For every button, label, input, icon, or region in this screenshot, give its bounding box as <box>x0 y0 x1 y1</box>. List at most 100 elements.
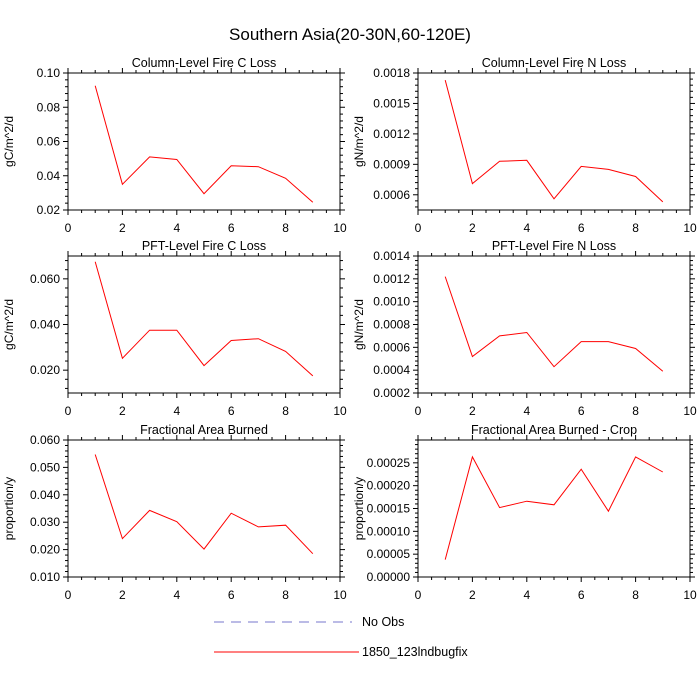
y-tick-label: 0.0012 <box>373 272 410 286</box>
panel-title: Column-Level Fire N Loss <box>482 56 627 70</box>
x-tick-label: 10 <box>333 588 347 602</box>
panel-pft-fire-n-loss: PFT-Level Fire N Loss gN/m^2/d 0 2 4 6 8 10 0.00… <box>352 239 697 418</box>
x-tick-label: 6 <box>578 221 585 235</box>
y-tick-label: 0.00010 <box>367 524 411 538</box>
y-tick-label: 0.0009 <box>373 157 410 171</box>
y-tick-label: 0.00025 <box>367 456 411 470</box>
x-tick-label: 2 <box>119 404 126 418</box>
y-tick-label: 0.0006 <box>373 340 410 354</box>
figure-title: Southern Asia(20-30N,60-120E) <box>229 25 471 44</box>
plot-frame <box>417 255 691 394</box>
panel-fractional-area-burned: Fractional Area Burned proportion/y 0 2 4 6 8 1… <box>2 423 347 602</box>
x-tick-label: 6 <box>228 404 235 418</box>
x-tick-label: 8 <box>632 404 639 418</box>
x-tick-label: 4 <box>523 588 530 602</box>
x-tick-label: 0 <box>415 404 422 418</box>
series-line <box>94 85 314 203</box>
y-axis-label: proportion/y <box>2 477 16 540</box>
plot-frame <box>67 439 341 578</box>
legend: No Obs 1850_123lndbugfix <box>214 615 468 659</box>
x-tick-label: 0 <box>415 588 422 602</box>
y-tick-label: 0.0015 <box>373 96 410 110</box>
x-tick-label: 0 <box>65 404 72 418</box>
series-line <box>94 261 314 377</box>
x-tick-label: 8 <box>632 588 639 602</box>
x-tick-label: 0 <box>65 221 72 235</box>
y-tick-label: 0.020 <box>30 543 60 557</box>
x-tick-label: 8 <box>282 404 289 418</box>
y-tick-label: 0.0008 <box>373 318 410 332</box>
y-tick-label: 0.0004 <box>373 363 410 377</box>
legend-no-obs-label: No Obs <box>362 615 404 629</box>
y-tick-label: 0.06 <box>37 135 61 149</box>
series-line <box>444 276 664 372</box>
y-axis-label: gC/m^2/d <box>2 299 16 350</box>
y-tick-label: 0.10 <box>37 66 61 80</box>
x-tick-label: 10 <box>683 588 697 602</box>
y-tick-label: 0.0012 <box>373 127 410 141</box>
x-tick-label: 10 <box>333 221 347 235</box>
y-tick-label: 0.0010 <box>373 295 410 309</box>
x-tick-label: 6 <box>228 221 235 235</box>
panel-column-fire-c-loss: Column-Level Fire C Loss gC/m^2/d 0 2 4 6 8 10 0… <box>2 56 347 235</box>
y-tick-label: 0.030 <box>30 515 60 529</box>
series-line <box>444 79 664 203</box>
x-tick-label: 4 <box>523 404 530 418</box>
x-tick-label: 8 <box>282 588 289 602</box>
series-line <box>444 455 664 560</box>
y-tick-label: 0.050 <box>30 460 60 474</box>
y-tick-label: 0.020 <box>30 363 60 377</box>
y-tick-label: 0.00020 <box>367 479 411 493</box>
x-tick-label: 2 <box>469 221 476 235</box>
x-tick-label: 0 <box>65 588 72 602</box>
x-tick-label: 2 <box>119 221 126 235</box>
panel-title: Column-Level Fire C Loss <box>132 56 277 70</box>
x-tick-label: 6 <box>228 588 235 602</box>
y-tick-label: 0.060 <box>30 272 60 286</box>
y-tick-label: 0.040 <box>30 318 60 332</box>
x-tick-label: 8 <box>282 221 289 235</box>
plot-frame <box>67 255 341 394</box>
y-axis-label: proportion/y <box>352 477 366 540</box>
y-tick-label: 0.08 <box>37 100 61 114</box>
x-tick-label: 10 <box>683 404 697 418</box>
panel-title: PFT-Level Fire C Loss <box>142 239 266 253</box>
panel-fractional-area-burned-crop: Fractional Area Burned - Crop proportion/… <box>352 423 697 602</box>
x-tick-label: 2 <box>469 404 476 418</box>
y-axis-label: gC/m^2/d <box>2 116 16 167</box>
y-tick-label: 0.02 <box>37 203 61 217</box>
y-tick-label: 0.00005 <box>367 547 411 561</box>
panel-pft-fire-c-loss: PFT-Level Fire C Loss gC/m^2/d 0 2 4 6 8 10 0.02… <box>2 239 347 418</box>
x-tick-label: 4 <box>173 221 180 235</box>
y-axis-label: gN/m^2/d <box>352 299 366 350</box>
panel-title: Fractional Area Burned - Crop <box>471 423 637 437</box>
plot-frame <box>67 72 341 211</box>
y-tick-label: 0.04 <box>37 169 61 183</box>
y-tick-label: 0.060 <box>30 433 60 447</box>
x-tick-label: 4 <box>173 404 180 418</box>
y-tick-label: 0.00000 <box>367 570 411 584</box>
y-tick-label: 0.0006 <box>373 188 410 202</box>
y-tick-label: 0.0014 <box>373 249 410 263</box>
y-tick-label: 0.00015 <box>367 502 411 516</box>
y-tick-label: 0.040 <box>30 488 60 502</box>
y-tick-label: 0.0018 <box>373 66 410 80</box>
x-tick-label: 10 <box>333 404 347 418</box>
y-tick-label: 0.010 <box>30 570 60 584</box>
series-line <box>94 454 314 555</box>
x-tick-label: 4 <box>523 221 530 235</box>
panel-title: PFT-Level Fire N Loss <box>492 239 616 253</box>
x-tick-label: 10 <box>683 221 697 235</box>
x-tick-label: 2 <box>469 588 476 602</box>
panel-title: Fractional Area Burned <box>140 423 268 437</box>
x-tick-label: 0 <box>415 221 422 235</box>
legend-case-label: 1850_123lndbugfix <box>362 645 468 659</box>
x-tick-label: 6 <box>578 404 585 418</box>
x-tick-label: 6 <box>578 588 585 602</box>
x-tick-label: 2 <box>119 588 126 602</box>
x-tick-label: 8 <box>632 221 639 235</box>
y-axis-label: gN/m^2/d <box>352 116 366 167</box>
panel-column-fire-n-loss: Column-Level Fire N Loss gN/m^2/d 0 2 4 6 8 10 0… <box>352 56 697 235</box>
x-tick-label: 4 <box>173 588 180 602</box>
